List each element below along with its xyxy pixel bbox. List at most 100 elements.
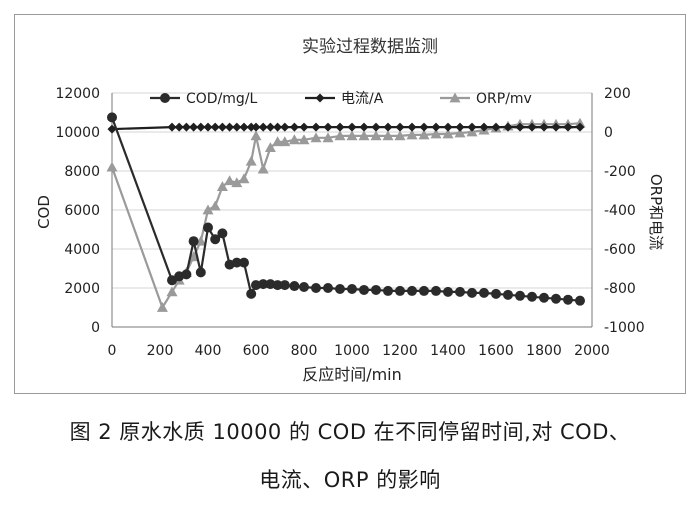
x-tick-label-6: 1200 [382,343,418,359]
point-0-27 [395,285,405,296]
point-1-38 [527,122,537,132]
point-2-15 [257,163,269,174]
point-0-12 [246,288,257,299]
y2-axis-label: ORP和电流 [647,174,665,250]
point-0-19 [299,282,309,293]
point-1-22 [335,122,345,132]
y2-tick-label-0: 200 [604,86,631,102]
series-2 [106,117,586,312]
point-2-22 [322,132,334,143]
point-0-0 [107,112,117,123]
point-0-14 [258,279,269,290]
point-1-15 [265,122,275,132]
point-0-20 [311,283,321,293]
point-1-35 [491,122,501,132]
y2-tick-label-5: -800 [604,281,636,297]
y-axis-label: COD [35,195,53,229]
point-1-21 [323,122,333,132]
point-2-16 [264,142,276,152]
point-1-25 [371,122,381,132]
point-2-25 [358,130,370,141]
point-2-10 [224,175,236,186]
point-1-13 [251,122,261,132]
point-2-19 [288,134,300,145]
series-layer [106,112,586,312]
point-1-3 [181,122,191,132]
point-1-9 [225,122,235,132]
point-2-11 [231,177,243,188]
point-1-8 [217,122,227,132]
legend-swatch-marker-2 [449,92,461,103]
point-1-17 [280,122,290,132]
point-2-1 [156,302,168,312]
y2-tick-label-2: -200 [604,164,636,180]
point-1-32 [455,122,465,132]
legend-item-2: ORP/mv [440,91,532,107]
figure-caption-line-1: 图 2 原水水质 10000 的 COD 在不同停留时间,对 COD、 [69,420,631,444]
point-0-40 [551,293,561,304]
point-0-3 [181,269,192,280]
chart-svg: 0 200 400 600 800 1000 1200 1400 1600 1800 2000020… [35,37,665,384]
point-0-33 [467,287,477,298]
point-2-31 [430,128,442,139]
legend-label-1: 电流/A [341,91,384,107]
x-tick-label-9: 1800 [526,343,562,359]
point-1-11 [239,122,249,132]
point-0-35 [491,288,501,299]
point-0-4 [188,236,199,247]
series-1 [107,122,585,134]
y2-tick-label-4: -600 [604,242,636,258]
x-tick-label-5: 1000 [334,343,370,359]
point-0-25 [371,284,381,295]
point-1-28 [407,122,417,132]
point-2-27 [382,130,394,141]
point-2-2 [166,286,178,297]
point-0-42 [575,295,585,306]
point-0-11 [239,257,249,268]
point-1-6 [203,122,213,132]
point-2-30 [418,129,430,140]
point-0-30 [431,285,441,296]
chart-title: 实验过程数据监测 [302,37,438,57]
point-1-24 [359,122,369,132]
x-axis-label: 反应时间/min [302,365,402,384]
point-2-18 [279,136,291,147]
point-1-27 [395,122,405,132]
y-tick-label-4: 8000 [64,164,100,180]
point-2-9 [216,181,228,191]
y-tick-label-5: 10000 [55,125,100,141]
point-0-41 [563,294,573,305]
point-2-0 [106,161,118,172]
point-2-12 [238,173,250,184]
point-0-37 [515,290,525,301]
point-0-5 [195,267,206,278]
point-0-17 [279,280,290,291]
y-tick-label-1: 2000 [64,281,100,297]
point-0-22 [335,283,345,294]
point-0-28 [407,285,417,296]
legend-label-0: COD/mg/L [186,91,258,107]
point-1-41 [563,122,573,132]
x-tick-label-7: 1400 [430,343,466,359]
point-1-37 [515,122,525,132]
point-1-5 [196,122,206,132]
x-tick-label-10: 2000 [574,343,610,359]
series-0 [107,112,585,306]
y2-tick-label-1: 0 [604,125,613,141]
x-tick-label-8: 1600 [478,343,514,359]
point-2-21 [310,132,322,143]
point-0-38 [527,291,537,302]
x-tick-label-4: 800 [291,343,318,359]
legend: COD/mg/L 电流/A ORP/mv [150,91,532,107]
point-0-23 [347,283,357,294]
axes: 0 200 400 600 800 1000 1200 1400 1600 1800 2000020… [55,86,644,359]
y-tick-label-3: 6000 [64,203,100,219]
point-2-7 [202,204,214,215]
point-1-0 [107,124,117,134]
point-1-31 [443,122,453,132]
point-0-7 [210,234,221,245]
point-2-23 [334,130,346,141]
point-0-24 [359,284,369,295]
point-1-40 [551,122,561,132]
point-0-29 [419,285,429,296]
